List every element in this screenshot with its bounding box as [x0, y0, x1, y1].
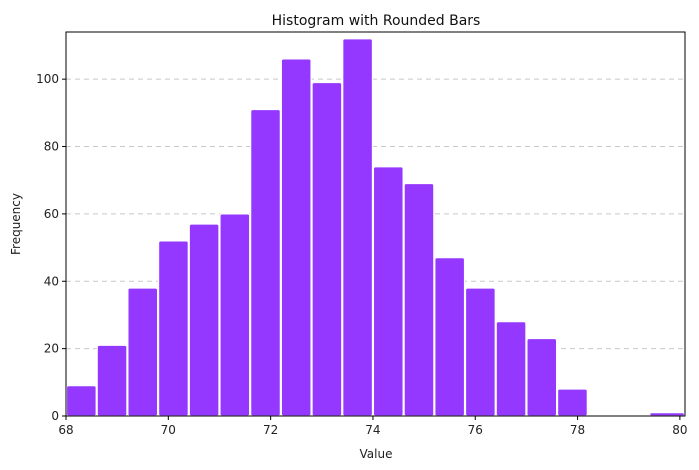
y-tick-label: 100	[36, 72, 59, 86]
x-tick-label: 74	[365, 423, 380, 437]
x-tick-label: 76	[468, 423, 483, 437]
histogram-bar	[65, 385, 97, 417]
y-tick-label: 0	[51, 409, 59, 423]
histogram-bar	[127, 287, 159, 417]
y-axis-label: Frequency	[9, 193, 23, 255]
x-tick-label: 72	[263, 423, 278, 437]
y-tick-label: 40	[44, 274, 59, 288]
x-axis-label: Value	[360, 447, 393, 461]
histogram-bar	[649, 412, 686, 417]
histogram-bar	[372, 166, 404, 417]
histogram-bar	[96, 344, 128, 417]
histogram-bar	[434, 257, 466, 417]
bars-group	[65, 38, 686, 417]
y-tick-label: 20	[44, 342, 59, 356]
y-tick-label: 60	[44, 207, 59, 221]
x-tick-label: 68	[58, 423, 73, 437]
y-tick-label: 80	[44, 140, 59, 154]
histogram-bar	[557, 388, 588, 417]
histogram-bar	[250, 108, 281, 417]
chart-title: Histogram with Rounded Bars	[272, 13, 481, 29]
y-axis-ticks: 0 20 40 60 80 100	[36, 72, 66, 423]
histogram-bar	[280, 58, 312, 417]
x-tick-label: 80	[672, 423, 687, 437]
histogram-bar	[526, 337, 558, 417]
x-axis-ticks: 68 70 72 74 76 78 80	[58, 416, 688, 437]
histogram-bar	[311, 81, 343, 417]
histogram-bar	[495, 321, 527, 417]
x-tick-label: 70	[161, 423, 176, 437]
histogram-bar	[403, 182, 435, 417]
histogram-bar	[219, 213, 251, 417]
plot-frame	[65, 31, 686, 417]
x-tick-label: 78	[570, 423, 585, 437]
histogram-bar	[188, 223, 220, 417]
histogram-bar	[464, 287, 496, 417]
histogram-bar	[157, 240, 189, 417]
histogram-bar	[342, 38, 374, 417]
